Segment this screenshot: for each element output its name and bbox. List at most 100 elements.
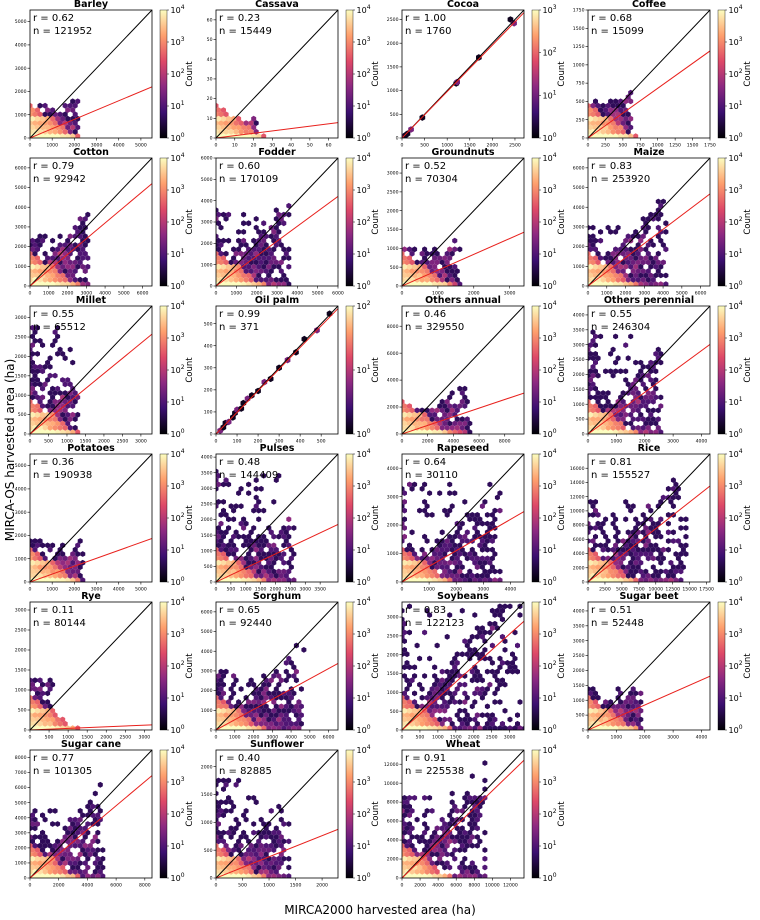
hex-cell [650,398,656,405]
hex-cell [402,516,407,523]
colorbar-tick-label: 100 [357,132,371,143]
hex-cell [30,242,33,248]
panel-title: Cocoa [447,0,479,10]
hex-cell [464,712,470,718]
hex-cell [216,216,219,222]
hex-cell [645,538,651,544]
hex-cell [40,838,46,845]
hex-cell [30,551,35,557]
hex-cell [45,124,51,131]
hex-cell [286,699,292,705]
hex-cell [276,829,282,836]
hex-cell [52,268,58,274]
hex-cell [55,324,61,331]
hex-cell [427,577,433,582]
hex-cell [402,838,407,845]
x-tick-label: 2000 [620,291,632,297]
hex-cell [407,681,412,688]
hex-cell [670,529,676,536]
hex-cell [57,259,63,266]
stat-r: r = 0.23 [219,13,260,24]
hex-cell [497,699,503,705]
hex-cell [65,377,71,383]
hex-cell [479,651,485,658]
hex-cell [623,707,629,714]
y-tick-label: 12000 [384,762,399,768]
hex-cell [474,564,480,570]
stat-r: r = 0.36 [33,457,74,468]
hex-cell [665,512,671,518]
hex-cell [276,707,282,714]
hex-cell [216,276,219,283]
hex-cell [402,533,407,540]
y-tick-label: 1000 [15,112,27,118]
hex-cell [266,542,272,549]
hex-cell [30,812,35,819]
hex-cell [442,429,448,434]
hex-cell [402,568,407,575]
hex-cell [253,242,259,248]
hex-cell [404,851,410,858]
hex-cell [251,507,257,514]
hex-cell [32,808,38,814]
hex-cell [256,725,262,730]
hex-cell [35,429,40,434]
hex-cell [459,651,465,658]
hex-cell [515,712,520,718]
colorbar-tick-label: 104 [729,448,743,459]
hex-cell [45,699,51,705]
hex-cell [588,694,591,701]
hex-cell [407,803,412,810]
hex-cell [417,681,423,688]
colorbar-tick-label: 100 [729,576,743,587]
hex-cell [487,681,493,688]
hex-cell [640,529,646,536]
hex-cell [278,834,284,840]
hex-cell [253,477,259,483]
hex-cell [92,860,98,866]
colorbar-tick-label: 102 [543,47,557,58]
hex-cell [464,790,470,797]
plot-frame [29,749,153,879]
hex-cell [472,551,478,557]
hex-cell [653,281,659,286]
hex-cell [402,555,405,562]
hex-cell [469,834,475,840]
hex-cell [266,873,272,878]
hex-cell [608,725,614,730]
x-tick-label: 5000 [616,587,628,593]
hex-cell [457,707,463,714]
hex-cell [37,842,43,849]
stat-n: n = 15449 [219,26,272,37]
hex-cell [457,420,463,427]
hex-cell [593,394,598,401]
hex-cell [648,377,654,383]
hex-cell [226,699,232,705]
hex-cell [449,546,455,553]
hex-cell [590,355,596,362]
hex-cell [92,816,98,823]
colorbar-label: Count [743,653,753,679]
hex-cell [434,416,440,422]
hex-cell [281,533,287,540]
hex-cell [472,577,478,582]
hex-cell [422,255,428,261]
y-tick-label: 1000 [15,556,27,562]
hex-cell [30,102,33,109]
x-tick-label: 4000 [82,883,94,889]
hex-cell [62,834,68,840]
hex-cell [221,507,226,514]
x-tick-label: 2000 [251,291,263,297]
x-tick-label: 2000 [53,883,65,889]
hex-cell [256,133,262,138]
hexbin-cells [30,538,86,582]
hex-cell [407,855,412,862]
hex-cell [640,546,646,553]
hex-cell [588,398,591,405]
hex-cell [70,568,76,575]
hex-cell [258,259,264,266]
hex-cell [45,838,51,845]
hex-cell [228,712,234,718]
hex-cell [422,673,428,679]
